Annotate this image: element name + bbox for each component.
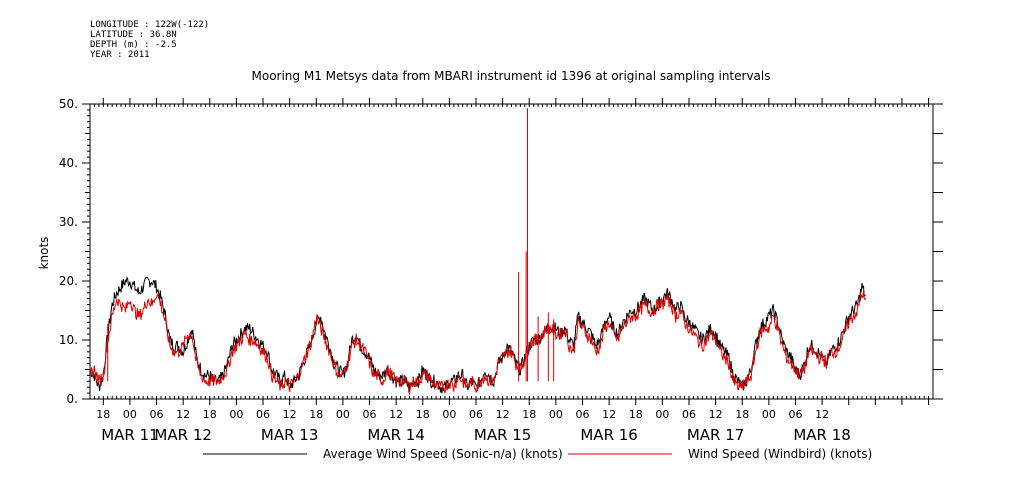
y-tick-label: 0. <box>67 392 78 406</box>
y-axis-label: knots <box>37 237 51 270</box>
x-tick-label: 12 <box>602 408 616 421</box>
x-tick-label: 18 <box>522 408 536 421</box>
year-label: YEAR : 2011 <box>90 50 150 60</box>
x-tick-label: 00 <box>655 408 669 421</box>
legend: Average Wind Speed (Sonic-n/a) (knots) W… <box>203 447 872 461</box>
y-tick-label: 30. <box>59 215 78 229</box>
series-line-windbird <box>89 291 867 396</box>
x-tick-label: 18 <box>629 408 643 421</box>
metadata-block: LONGITUDE : 122W(-122) LATITUDE : 36.8N … <box>90 20 209 60</box>
x-tick-label: 18 <box>309 408 323 421</box>
x-tick-label: 00 <box>762 408 776 421</box>
latitude-label: LATITUDE : 36.8N <box>90 30 177 40</box>
x-tick-label: 12 <box>283 408 297 421</box>
x-tick-labels: 18 00 06 12 18 00 06 12 18 00 06 12 18 00 06 12 18 00 06 12… <box>96 408 829 421</box>
axis-ticks <box>82 98 943 405</box>
x-tick-label: 00 <box>549 408 563 421</box>
x-tick-label: 12 <box>709 408 723 421</box>
date-label: MAR 16 <box>580 426 637 444</box>
y-tick-label: 10. <box>59 333 78 347</box>
x-tick-label: 12 <box>496 408 510 421</box>
x-tick-label: 06 <box>682 408 696 421</box>
chart-title: Mooring M1 Metsys data from MBARI instru… <box>252 69 771 83</box>
x-tick-label: 12 <box>176 408 190 421</box>
x-tick-label: 06 <box>575 408 589 421</box>
x-tick-label: 06 <box>150 408 164 421</box>
date-label: MAR 12 <box>154 426 211 444</box>
depth-label: DEPTH (m) : -2.5 <box>90 40 177 50</box>
date-label: MAR 18 <box>793 426 850 444</box>
series-lines <box>89 108 867 396</box>
x-tick-label: 18 <box>203 408 217 421</box>
x-tick-label: 00 <box>123 408 137 421</box>
date-label: MAR 15 <box>474 426 531 444</box>
x-tick-label: 18 <box>735 408 749 421</box>
x-tick-label: 06 <box>363 408 377 421</box>
x-tick-label: 18 <box>96 408 110 421</box>
x-tick-label: 00 <box>229 408 243 421</box>
y-tick-label: 20. <box>59 274 78 288</box>
y-tick-labels: 0. 10. 20. 30. 40. 50. <box>59 97 78 406</box>
legend-label-average: Average Wind Speed (Sonic-n/a) (knots) <box>323 447 563 461</box>
x-tick-label: 06 <box>469 408 483 421</box>
date-label: MAR 11 <box>101 426 158 444</box>
x-tick-label: 12 <box>389 408 403 421</box>
y-tick-label: 50. <box>59 97 78 111</box>
date-label: MAR 14 <box>367 426 424 444</box>
series-line-average <box>89 276 866 394</box>
legend-label-windbird: Wind Speed (Windbird) (knots) <box>688 447 872 461</box>
y-tick-label: 40. <box>59 156 78 170</box>
x-tick-label: 06 <box>256 408 270 421</box>
longitude-label: LONGITUDE : 122W(-122) <box>90 20 210 30</box>
date-label: MAR 13 <box>261 426 318 444</box>
x-tick-label: 00 <box>442 408 456 421</box>
date-label: MAR 17 <box>687 426 744 444</box>
x-tick-label: 18 <box>416 408 430 421</box>
x-tick-label: 00 <box>336 408 350 421</box>
x-tick-label: 06 <box>788 408 802 421</box>
x-tick-label: 12 <box>815 408 829 421</box>
